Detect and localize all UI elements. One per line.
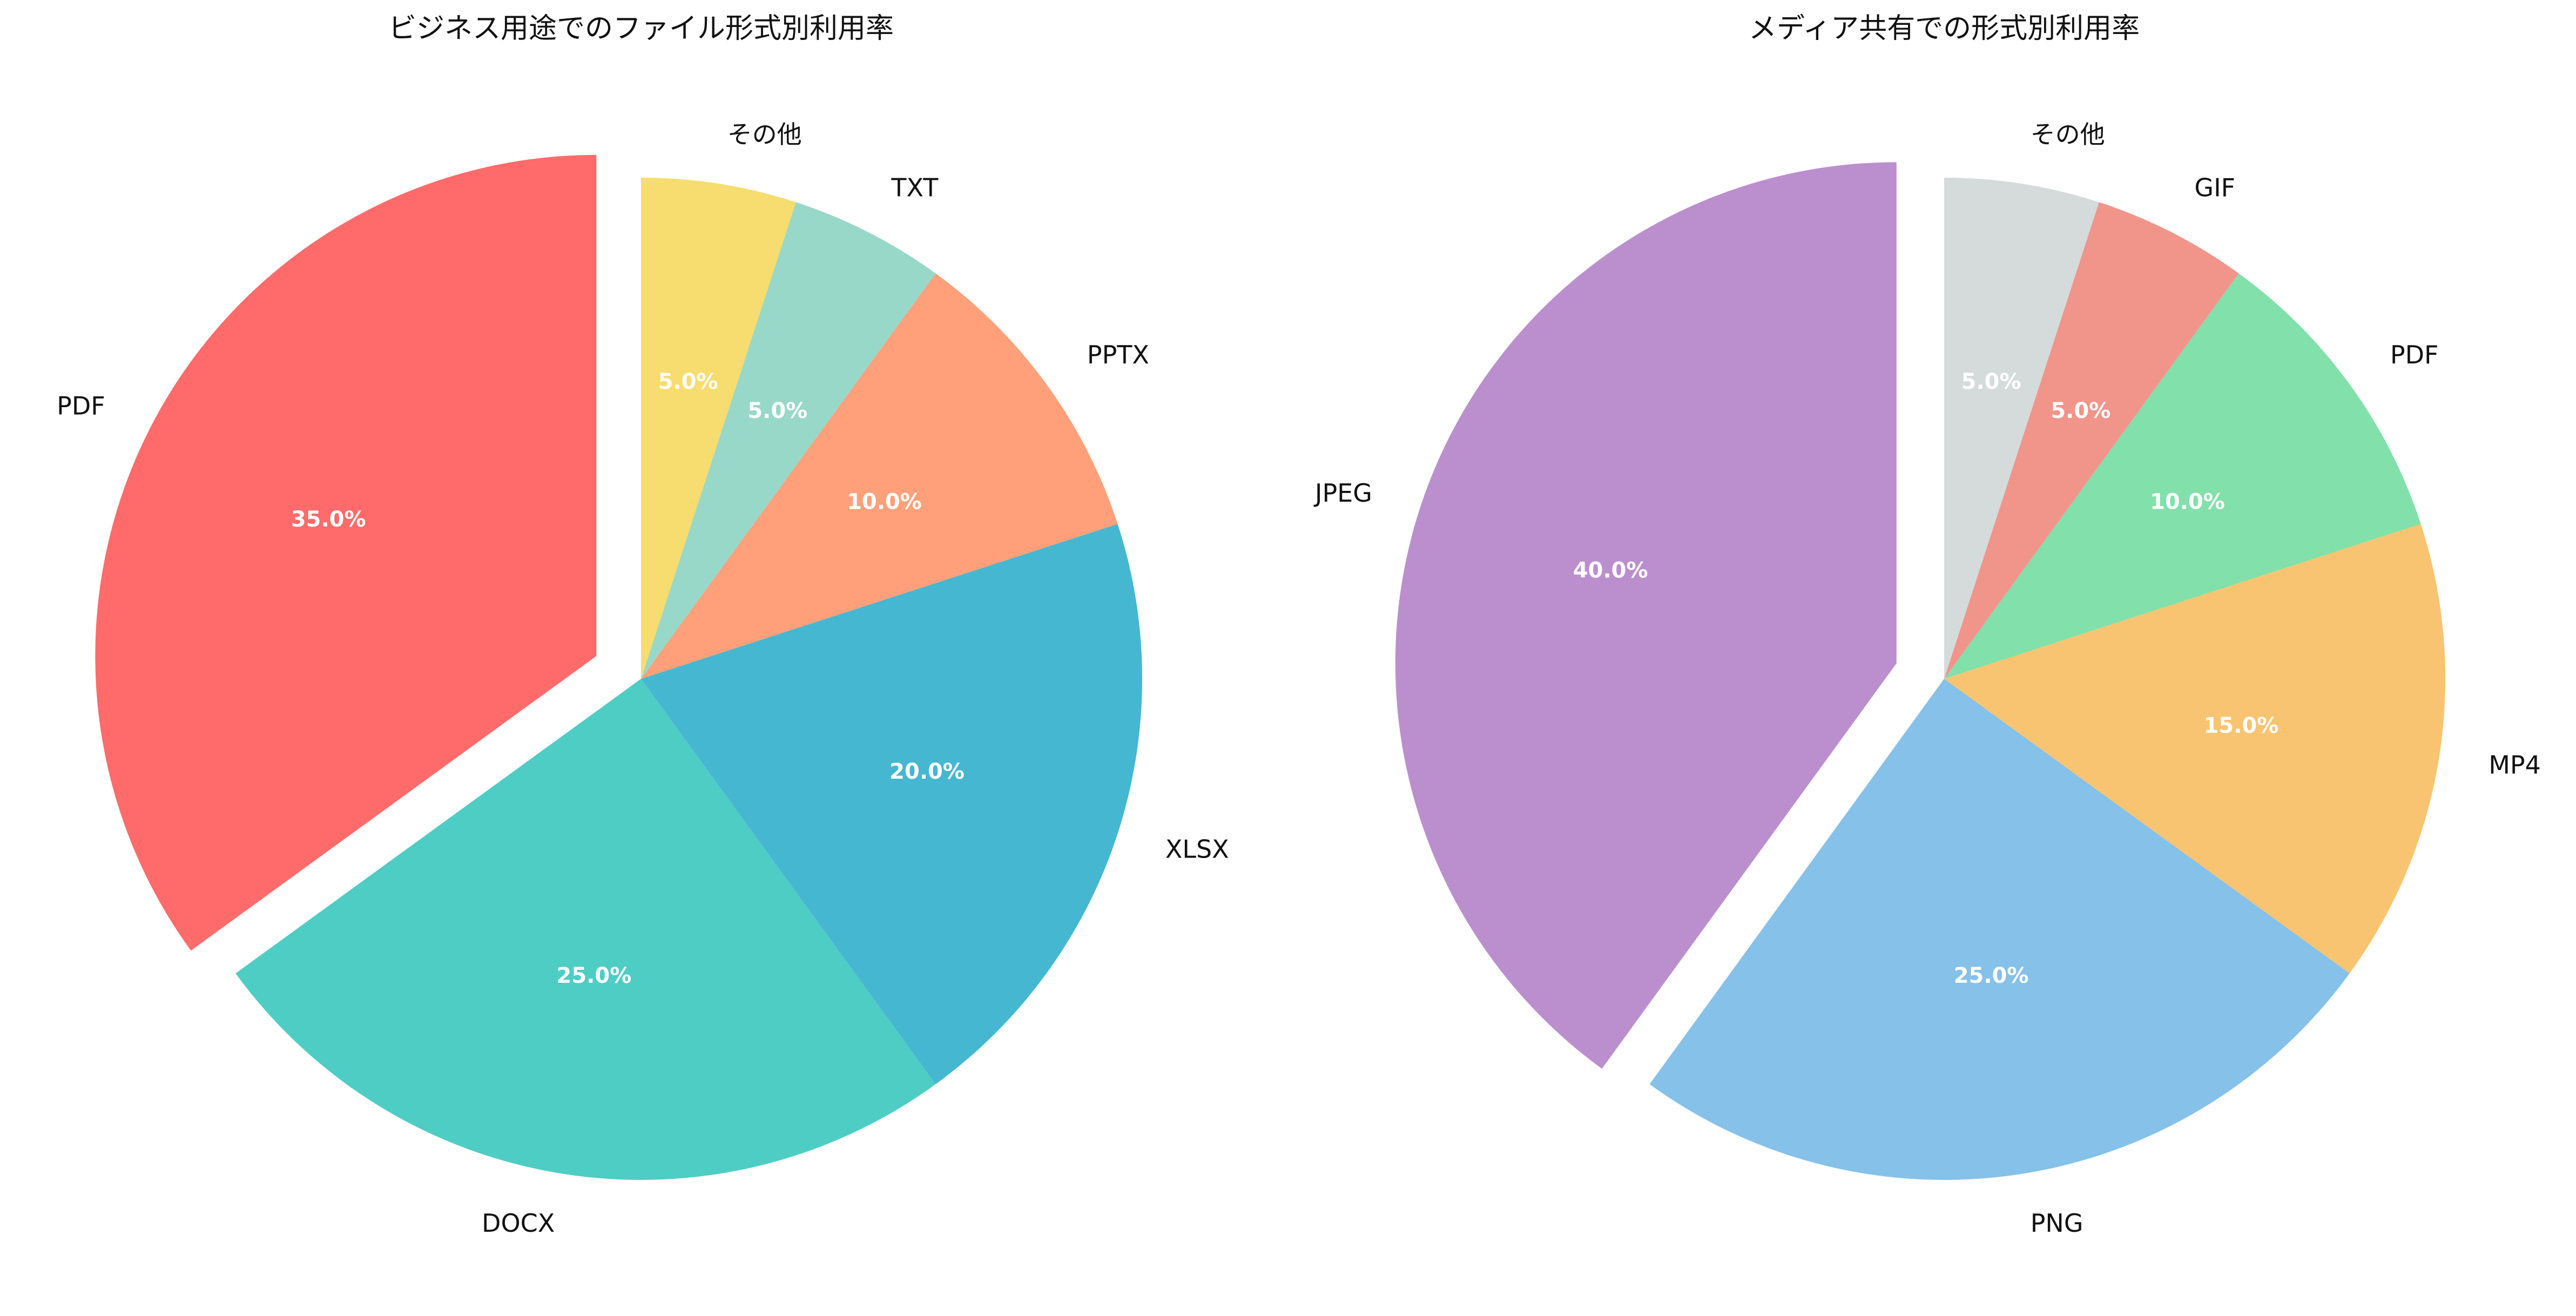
category-label--: その他 — [2031, 120, 2105, 149]
percent-label-docx: 25.0% — [557, 963, 632, 988]
percent-label--: 5.0% — [658, 369, 718, 394]
category-label-png: PNG — [2031, 1209, 2083, 1238]
pie-slice-- — [1944, 178, 2099, 679]
category-label-jpeg: JPEG — [1313, 478, 1372, 508]
pie-slice-mp4 — [1944, 524, 2445, 974]
percent-label-gif: 5.0% — [2051, 399, 2110, 423]
category-label--: その他 — [727, 120, 802, 149]
category-label-pdf: PDF — [2390, 340, 2439, 369]
percent-label-pdf: 35.0% — [291, 507, 366, 532]
media-sharing-format-pie-chart: 40.0% JPEG 25.0% PNG 15.0% MP4 10.0% PDF 5.0% GIF… — [1313, 12, 2541, 1238]
chart-title: ビジネス用途でのファイル形式別利用率 — [388, 12, 894, 45]
pie-slice-xlsx — [641, 524, 1143, 1084]
business-file-format-pie-chart: 35.0% PDF 25.0% DOCX 20.0% XLSX 10.0% PPTX 5.0% T… — [57, 12, 1229, 1238]
category-label-docx: DOCX — [482, 1209, 555, 1238]
category-label-xlsx: XLSX — [1165, 834, 1229, 863]
category-label-gif: GIF — [2194, 173, 2235, 202]
pie-slice-gif — [1944, 202, 2239, 679]
pie-slice-png — [1649, 679, 2350, 1180]
category-label-pptx: PPTX — [1087, 340, 1149, 369]
category-label-txt: TXT — [891, 173, 939, 202]
category-label-mp4: MP4 — [2489, 751, 2541, 780]
pie-slice-docx — [235, 679, 936, 1180]
pie-slice-pdf — [1944, 273, 2421, 679]
chart-title: メディア共有での形式別利用率 — [1749, 12, 2140, 45]
pie-slice-pptx — [641, 273, 1118, 679]
percent-label--: 5.0% — [1961, 369, 2021, 394]
percent-label-mp4: 15.0% — [2204, 713, 2279, 738]
pie-slice-txt — [641, 202, 936, 679]
pie-slice-pdf — [95, 154, 597, 951]
category-label-pdf: PDF — [57, 391, 105, 420]
pie-slice-- — [641, 178, 796, 679]
percent-label-xlsx: 20.0% — [889, 759, 965, 784]
percent-label-jpeg: 40.0% — [1573, 558, 1648, 583]
percent-label-txt: 5.0% — [747, 399, 807, 423]
pie-slice-jpeg — [1395, 162, 1897, 1069]
percent-label-pptx: 10.0% — [847, 490, 922, 515]
percent-label-png: 25.0% — [1954, 963, 2029, 988]
percent-label-pdf: 10.0% — [2150, 490, 2225, 515]
